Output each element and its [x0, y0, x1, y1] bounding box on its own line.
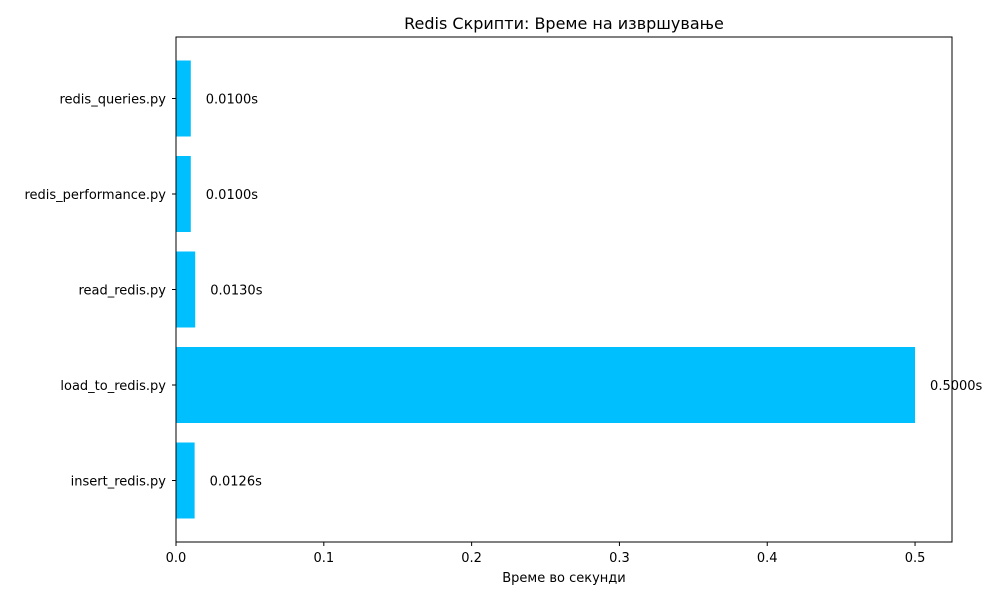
labels-group: 0.0126s 0.5000s 0.0130s 0.0100s 0.0100s	[206, 93, 983, 490]
bar-redis-performance-py	[176, 156, 191, 232]
x-axis-label: Време во секунди	[502, 571, 625, 586]
plot-frame	[175, 36, 953, 543]
x-tick-label: 0.1	[313, 551, 334, 566]
axes-group: insert_redis.py load_to_redis.py read_redi…	[24, 93, 925, 567]
y-tick-label: read_redis.py	[78, 284, 166, 299]
bar-value-label: 0.0126s	[210, 475, 262, 490]
x-tick-label: 0.0	[166, 551, 187, 566]
x-tick-label: 0.2	[461, 551, 482, 566]
x-tick-label: 0.4	[757, 551, 778, 566]
bar-value-label: 0.0100s	[206, 93, 258, 108]
x-tick-label: 0.5	[905, 551, 926, 566]
bar-redis-queries-py	[176, 60, 191, 137]
y-tick-label: redis_performance.py	[24, 188, 166, 203]
bar-value-label: 0.5000s	[930, 379, 982, 394]
bar-value-label: 0.0100s	[206, 188, 258, 203]
bar-load-to-redis-py	[176, 347, 916, 423]
bar-insert-redis-py	[176, 442, 195, 519]
y-tick-label: redis_queries.py	[60, 93, 167, 108]
y-tick-label: load_to_redis.py	[60, 379, 166, 394]
bar-read-redis-py	[176, 251, 196, 328]
bars-group	[176, 60, 916, 519]
x-tick-label: 0.3	[609, 551, 630, 566]
bar-value-label: 0.0130s	[210, 284, 262, 299]
chart-title: Redis Скрипти: Време на извршување	[404, 14, 724, 33]
y-tick-label: insert_redis.py	[71, 475, 167, 490]
